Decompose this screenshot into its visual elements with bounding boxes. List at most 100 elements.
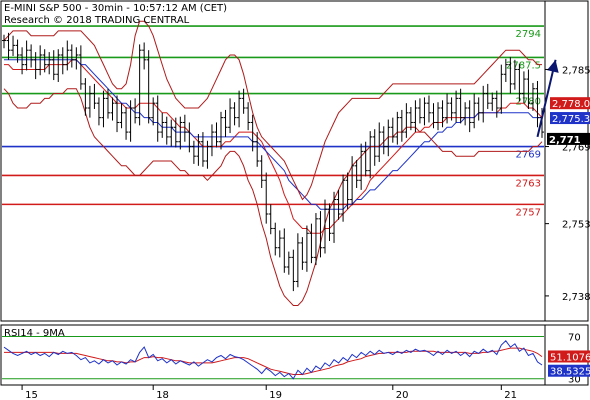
price-bar (119, 103, 124, 129)
price-bar (191, 140, 196, 164)
rsi-grid (2, 336, 544, 380)
price-bar (60, 47, 65, 75)
price-tag-label-2: 2,771 (549, 135, 581, 146)
price-bar (417, 98, 422, 124)
price-bar (345, 172, 350, 210)
price-bar (309, 223, 314, 264)
price-bar (485, 83, 490, 109)
price-tick-label-3: 2,738 (562, 292, 590, 303)
price-bar (187, 122, 192, 153)
price-tag-label-1: 2,775.33 (552, 114, 590, 125)
rsi-tag-bg-0 (548, 350, 590, 363)
price-bar (209, 124, 214, 157)
chart-header-line1: E-MINI S&P 500 - 30min - 10:57:12 AM (CE… (4, 3, 227, 14)
price-bar (164, 116, 169, 145)
price-bar (29, 44, 34, 68)
price-bar (237, 90, 242, 128)
price-bar (6, 32, 11, 60)
price-bar (142, 42, 147, 70)
price-bar (124, 107, 129, 140)
price-bar (169, 119, 174, 147)
price-bar (295, 233, 300, 288)
price-bar (282, 228, 287, 273)
price-bar (377, 122, 382, 162)
rsi-title: RSI14 - 9MA (4, 328, 65, 339)
price-bar (232, 102, 237, 126)
price-bar (318, 211, 323, 258)
price-bar (368, 131, 373, 179)
level-label-0: 2794 (516, 29, 541, 40)
time-tick-label-4: 21 (504, 390, 517, 400)
price-bar (74, 47, 79, 70)
rsi-tag-label-0: 51.1076 (550, 352, 590, 363)
time-tick-label-2: 19 (269, 390, 282, 400)
price-bar (277, 230, 282, 258)
price-bar (264, 172, 269, 224)
rsi-ma-line (4, 347, 543, 375)
series-line-3 (3, 88, 543, 306)
price-bar (196, 134, 201, 166)
rsi-axis-ticks: 70 30 (568, 333, 581, 386)
price-bar (205, 140, 210, 169)
price-tick-label-1: 2,769 (562, 143, 590, 154)
price-tags-layer: 2,778.0 2,775.33 2,771 (547, 97, 590, 146)
price-bar (228, 98, 233, 134)
price-bar (178, 116, 183, 150)
price-bar (160, 112, 165, 138)
price-panel-frame (0, 0, 589, 322)
price-bar (110, 97, 115, 121)
price-bar (413, 100, 418, 133)
price-bar (300, 237, 305, 270)
price-tag-bg-1 (550, 112, 590, 125)
price-bar (426, 95, 431, 123)
price-bar (219, 111, 224, 150)
price-bar (223, 109, 228, 137)
arrow-layer (536, 59, 559, 138)
price-bar (200, 132, 205, 167)
price-bar (47, 52, 52, 75)
price-bar (399, 109, 404, 142)
price-bar (372, 129, 377, 166)
price-tag-bg-0 (550, 97, 590, 110)
price-bar (327, 203, 332, 241)
chart-header-line2: Research © 2018 TRADING CENTRAL (4, 15, 190, 26)
price-bar (65, 40, 70, 71)
price-bar (390, 117, 395, 143)
price-bar (354, 160, 359, 188)
price-bar (449, 97, 454, 121)
price-bar (78, 45, 83, 90)
price-bar (101, 90, 106, 128)
price-bar (15, 39, 20, 63)
rsi-tick-label-1: 30 (568, 375, 581, 386)
forecast-arrow-shaft (536, 59, 557, 138)
price-bar (137, 44, 142, 126)
price-bar (291, 249, 296, 292)
price-bar (259, 155, 264, 188)
price-bar (472, 93, 477, 129)
price-bar (128, 100, 133, 142)
forecast-arrow-head (546, 59, 559, 73)
price-bar (11, 35, 16, 56)
price-bar (83, 78, 88, 116)
price-bar (38, 45, 43, 76)
price-bar (508, 56, 513, 94)
price-bar (436, 102, 441, 131)
price-bar (440, 100, 445, 128)
price-bar (332, 191, 337, 243)
price-bar (69, 44, 74, 68)
price-bar (359, 143, 364, 190)
price-bar (517, 63, 522, 102)
time-axis: 15 18 19 20 21 (21, 385, 517, 400)
price-tick-label-2: 2,753 (562, 220, 590, 231)
price-bar (336, 189, 341, 220)
price-bar (490, 92, 495, 111)
rsi-tick-label-0: 70 (568, 333, 581, 344)
price-bar (182, 114, 187, 142)
price-bar (92, 83, 97, 109)
price-bar (246, 102, 251, 131)
price-bar (463, 102, 468, 126)
price-bar (512, 59, 517, 90)
price-bar (115, 95, 120, 133)
price-bar (133, 98, 138, 124)
